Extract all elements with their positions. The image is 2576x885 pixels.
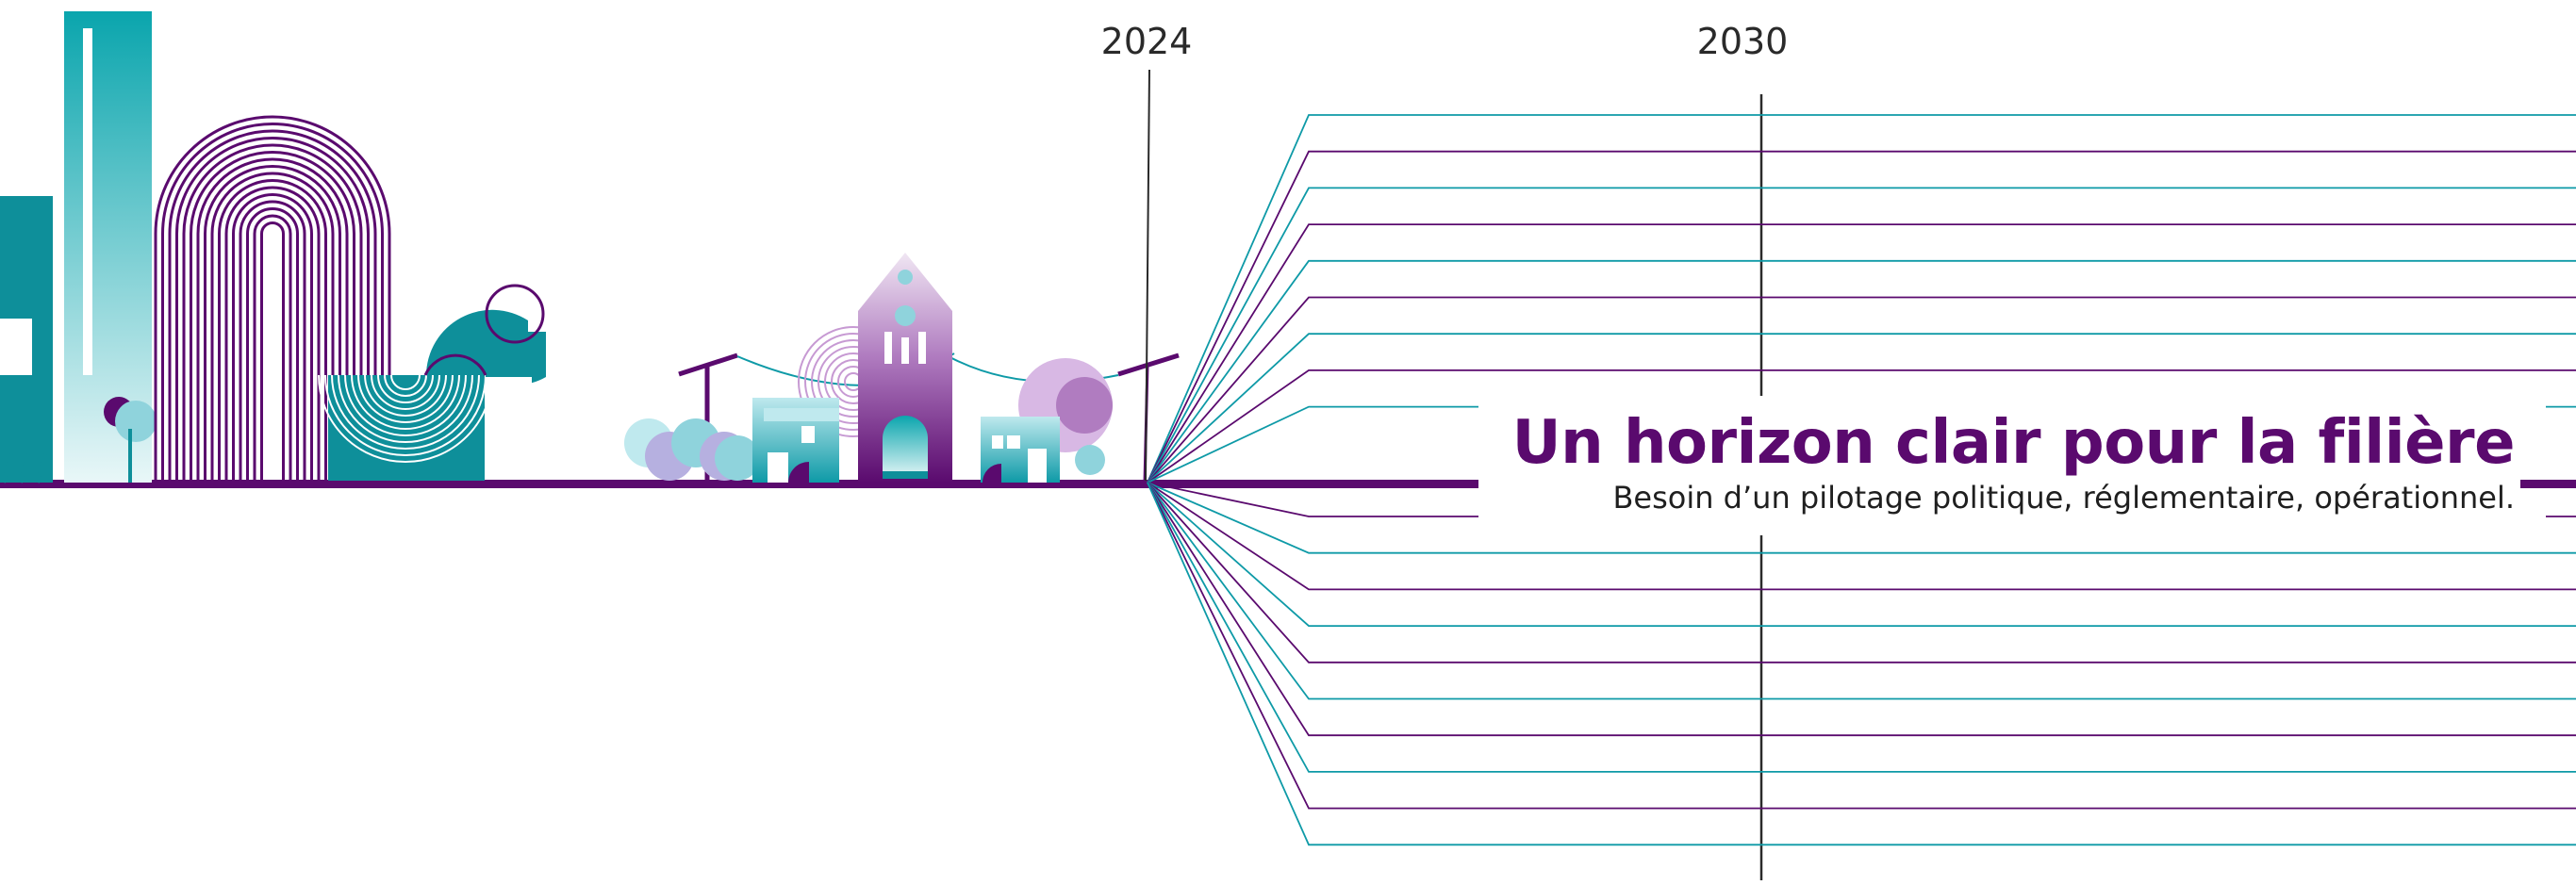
horizon-line bbox=[1147, 482, 2576, 700]
arch-line bbox=[196, 157, 349, 483]
horizon-fan-lines bbox=[1147, 114, 2576, 846]
arch-line bbox=[175, 137, 370, 483]
arch-building-icon bbox=[154, 115, 391, 483]
horizon-line bbox=[1147, 482, 1478, 517]
horizon-line bbox=[1147, 296, 2576, 483]
half-ring bbox=[364, 374, 447, 417]
ground-line bbox=[0, 480, 1478, 488]
house-icon bbox=[752, 398, 1060, 483]
horizon-line bbox=[1147, 482, 2576, 591]
horizon-line bbox=[1147, 223, 2576, 483]
half-ring bbox=[351, 374, 460, 430]
half-ring bbox=[331, 374, 480, 450]
horizon-line bbox=[1147, 150, 2576, 483]
horizon-line bbox=[1147, 482, 2576, 737]
arch-line bbox=[224, 186, 321, 483]
tree-icon bbox=[624, 358, 1113, 481]
horizon-line bbox=[1147, 369, 2576, 483]
arch-line bbox=[168, 129, 377, 483]
year-label-2030: 2030 bbox=[1696, 21, 1789, 62]
half-ring bbox=[344, 374, 467, 436]
pipe-tank-icon bbox=[318, 284, 546, 481]
arch-line bbox=[210, 172, 335, 483]
arch-line bbox=[253, 214, 292, 483]
arch-line bbox=[204, 165, 341, 483]
ground-line-right bbox=[2501, 480, 2576, 488]
half-ring bbox=[390, 374, 421, 390]
page-title: Un horizon clair pour la filière bbox=[1511, 408, 2516, 478]
half-ring bbox=[357, 374, 454, 423]
horizon-line bbox=[1147, 482, 2576, 773]
arch-line bbox=[161, 123, 384, 483]
year-label-2024: 2024 bbox=[1100, 21, 1193, 62]
factory-chimney-icon bbox=[0, 11, 157, 483]
arch-line bbox=[246, 207, 299, 483]
half-ring bbox=[384, 374, 427, 397]
horizon-line bbox=[1147, 405, 1478, 483]
arch-line bbox=[218, 179, 327, 483]
half-ring bbox=[377, 374, 434, 403]
arch-line bbox=[239, 200, 306, 483]
horizon-line bbox=[1147, 482, 2576, 554]
arch-line bbox=[182, 143, 363, 483]
heading-block: Un horizon clair pour la filière Besoin … bbox=[1494, 405, 2520, 522]
church-icon bbox=[858, 253, 952, 483]
arch-line bbox=[190, 151, 355, 483]
horizon-line bbox=[1147, 259, 2576, 483]
arch-line bbox=[232, 193, 313, 483]
horizon-line bbox=[1147, 482, 2576, 664]
horizon-line bbox=[1147, 482, 2576, 810]
half-ring bbox=[318, 374, 493, 463]
half-ring bbox=[324, 374, 487, 456]
half-ring bbox=[371, 374, 440, 410]
year-2024-marker-line bbox=[1145, 69, 1150, 482]
horizon-line bbox=[1147, 482, 2576, 846]
horizon-line bbox=[1147, 187, 2576, 483]
horizon-line bbox=[1147, 114, 2576, 483]
page-subtitle: Besoin d’un pilotage politique, réglemen… bbox=[1612, 480, 2515, 516]
horizon-line bbox=[1147, 482, 2576, 627]
half-ring bbox=[338, 374, 473, 443]
arch-line bbox=[260, 221, 285, 483]
arch-line bbox=[154, 115, 391, 483]
horizon-line bbox=[1147, 333, 2576, 483]
